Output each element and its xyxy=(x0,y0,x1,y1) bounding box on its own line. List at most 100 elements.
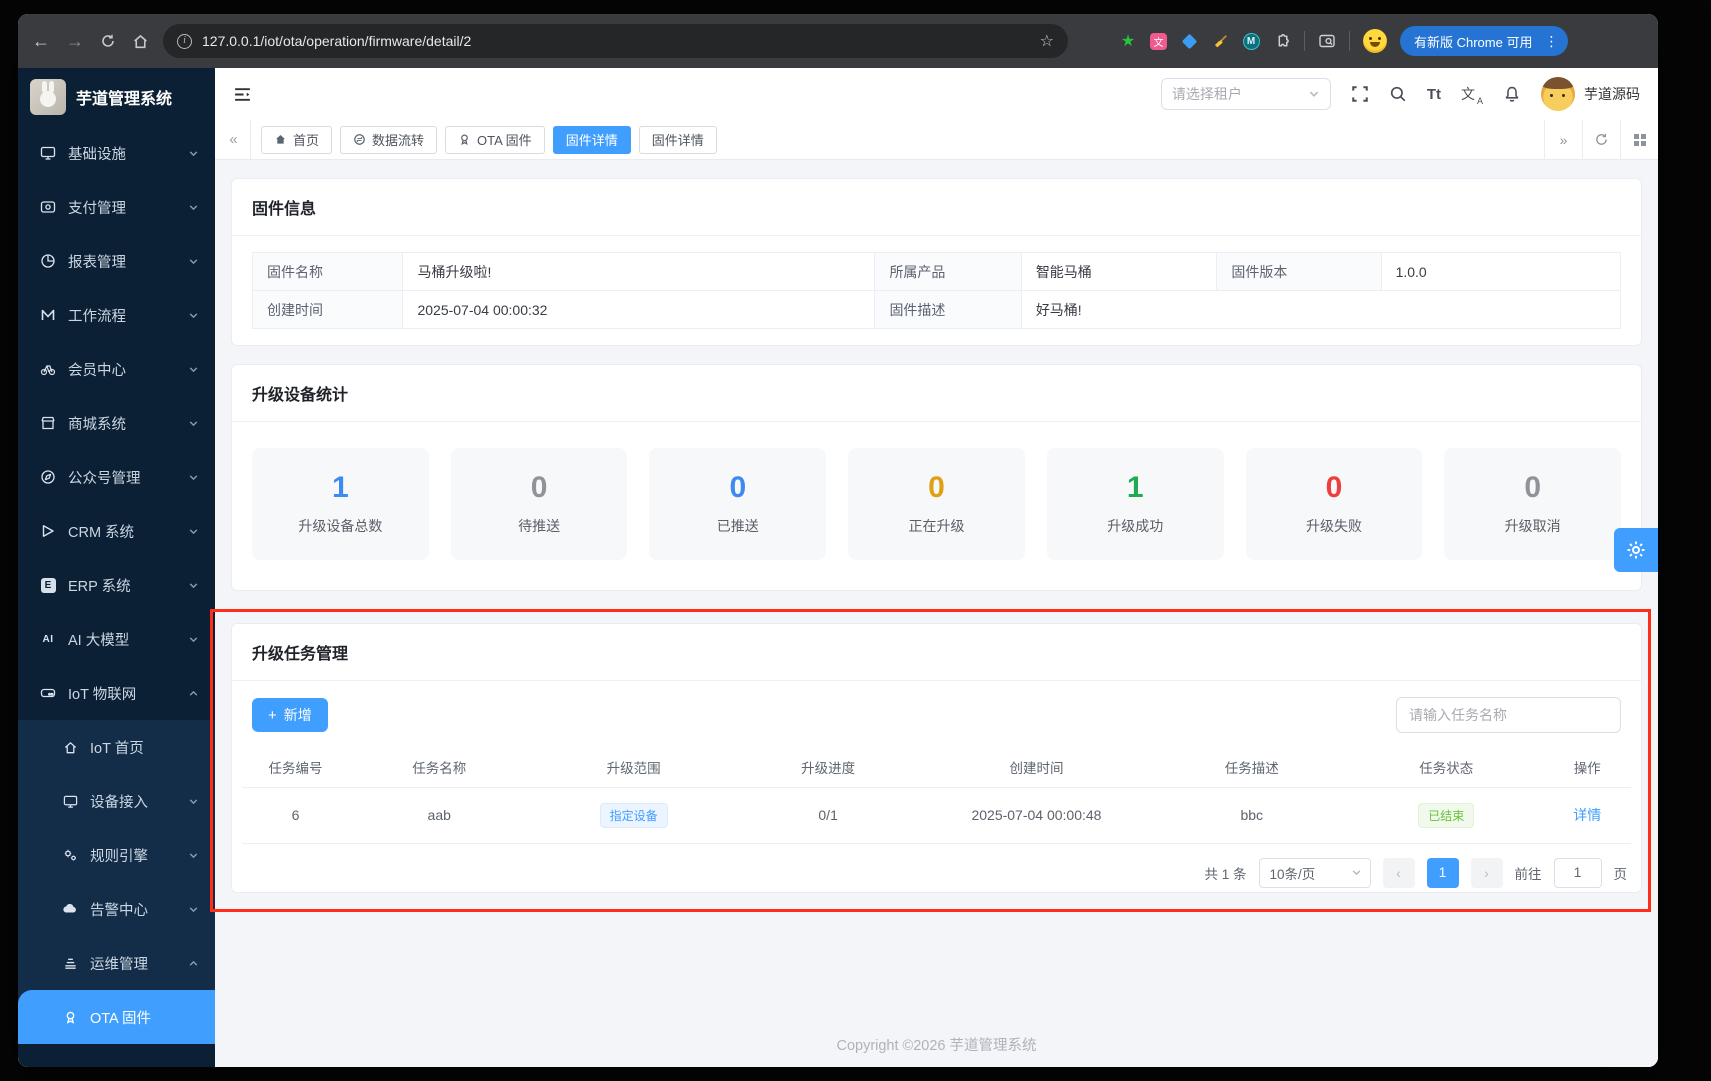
current-page-button[interactable]: 1 xyxy=(1426,857,1459,888)
task-progress: 0/1 xyxy=(737,787,919,844)
detail-link[interactable]: 详情 xyxy=(1573,807,1602,823)
sidebar-item-ai[interactable]: AI AI 大模型 xyxy=(18,612,215,666)
browser-profile-avatar[interactable] xyxy=(1363,29,1387,53)
app-title: 芋道管理系统 xyxy=(76,91,173,108)
sidebar-item-rule-engine[interactable]: 规则引擎 xyxy=(18,828,215,882)
erp-letter-icon: E xyxy=(38,577,58,593)
extension-translate-icon[interactable]: 文 xyxy=(1150,32,1167,50)
firmware-info-title: 固件信息 xyxy=(232,179,1641,236)
chevron-down-icon xyxy=(188,148,199,159)
sidebar-item-iot[interactable]: IoT 物联网 xyxy=(18,666,215,720)
chevron-down-icon xyxy=(188,256,199,267)
extension-broom-icon[interactable] xyxy=(1211,32,1229,50)
settings-gear-button[interactable] xyxy=(1614,528,1658,572)
add-task-button[interactable]: + 新增 xyxy=(252,698,328,732)
task-id: 6 xyxy=(242,787,349,844)
goto-page-input[interactable] xyxy=(1553,857,1602,888)
sidebar-item-official-account[interactable]: 公众号管理 xyxy=(18,450,215,504)
next-page-button[interactable]: › xyxy=(1470,857,1503,888)
sidebar-item-member[interactable]: 会员中心 xyxy=(18,342,215,396)
extension-grid-icon[interactable] xyxy=(1088,32,1106,50)
chrome-update-button[interactable]: 有新版 Chrome 可用 ⋮ xyxy=(1400,26,1569,56)
firmware-created-label: 创建时间 xyxy=(251,290,404,329)
table-row: 6 aab 指定设备 0/1 2025-07-04 00:00:48 bbc 已… xyxy=(242,787,1631,844)
sidebar-item-ops-management[interactable]: 运维管理 xyxy=(18,936,215,990)
sidebar-item-erp[interactable]: E ERP 系统 xyxy=(18,558,215,612)
browser-reload-icon[interactable] xyxy=(100,33,116,49)
sidebar-item-infrastructure[interactable]: 基础设施 xyxy=(18,126,215,180)
tab-firmware-detail[interactable]: 固件详情 xyxy=(638,125,717,154)
stat-upgrading: 0 正在升级 xyxy=(848,448,1025,560)
page-content: 固件信息 固件名称 马桶升级啦! 所属产品 智能马桶 固件版本 1.0.0 xyxy=(210,160,1658,1067)
chevron-down-icon xyxy=(188,904,199,915)
tabs-scroll-left-icon[interactable]: « xyxy=(217,120,251,159)
tab-search-icon[interactable] xyxy=(1318,32,1336,50)
sidebar-item-workflow[interactable]: 工作流程 xyxy=(18,288,215,342)
notification-bell-icon[interactable] xyxy=(1503,85,1521,103)
tab-firmware-detail-active[interactable]: 固件详情 xyxy=(552,125,631,154)
browser-back-icon[interactable]: ← xyxy=(32,30,50,51)
firmware-product-label: 所属产品 xyxy=(874,252,1022,291)
user-menu[interactable]: 芋道源码 xyxy=(1541,77,1640,111)
extensions-row: ★ 文 M 有新版 Chrome 可用 ⋮ xyxy=(1088,26,1569,56)
copyright-footer: Copyright ©2026 芋道管理系统 xyxy=(836,1038,1037,1054)
fullscreen-icon[interactable] xyxy=(1351,85,1369,103)
chevron-down-icon xyxy=(188,418,199,429)
bookmark-star-icon[interactable]: ☆ xyxy=(1039,33,1054,50)
chevron-up-icon xyxy=(188,688,199,699)
extension-star-icon[interactable]: ★ xyxy=(1120,33,1136,50)
upgrade-tasks-title: 升级任务管理 xyxy=(232,624,1641,681)
upgrade-tasks-card: 升级任务管理 + 新增 xyxy=(231,623,1642,893)
prev-page-button[interactable]: ‹ xyxy=(1382,857,1415,888)
layout-grid-icon[interactable] xyxy=(1620,120,1658,159)
address-bar[interactable]: i 127.0.0.1/iot/ota/operation/firmware/d… xyxy=(163,24,1068,58)
sidebar-item-ota-firmware[interactable]: OTA 固件 xyxy=(18,990,215,1044)
page-size-select[interactable]: 10条/页 xyxy=(1258,857,1371,888)
refresh-page-icon[interactable] xyxy=(1582,120,1620,159)
browser-home-icon[interactable] xyxy=(132,33,149,50)
sidebar-collapse-icon[interactable] xyxy=(233,85,252,104)
pagination-total: 共 1 条 xyxy=(1204,866,1247,882)
tenant-select[interactable]: 请选择租户 xyxy=(1160,78,1331,110)
layers-list-icon xyxy=(60,956,80,971)
font-size-icon[interactable]: Tt xyxy=(1426,85,1441,103)
sidebar-item-iot-home[interactable]: IoT 首页 xyxy=(18,720,215,774)
stat-total-devices: 1 升级设备总数 xyxy=(252,448,429,560)
stat-pushed: 0 已推送 xyxy=(649,448,827,560)
tabs-scroll-right-icon[interactable]: » xyxy=(1544,120,1582,159)
browser-toolbar: ← → i 127.0.0.1/iot/ota/operation/firmwa… xyxy=(18,14,1658,68)
task-desc: bbc xyxy=(1154,787,1349,844)
plus-icon: + xyxy=(268,706,277,724)
sidebar-item-payment[interactable]: 支付管理 xyxy=(18,180,215,234)
site-info-icon[interactable]: i xyxy=(177,33,192,49)
status-badge: 已结束 xyxy=(1418,802,1475,828)
extensions-puzzle-icon[interactable] xyxy=(1273,32,1291,50)
extension-gem-icon[interactable] xyxy=(1180,32,1198,50)
task-name: aab xyxy=(348,787,530,844)
task-name-search-input[interactable] xyxy=(1396,697,1621,733)
firmware-descriptions-table: 固件名称 马桶升级啦! 所属产品 智能马桶 固件版本 1.0.0 创建时间 20… xyxy=(251,252,1622,329)
sidebar-item-alert-center[interactable]: 告警中心 xyxy=(18,882,215,936)
sidebar-item-mall[interactable]: 商城系统 xyxy=(18,396,215,450)
sidebar-item-device-access[interactable]: 设备接入 xyxy=(18,774,215,828)
chevron-down-icon xyxy=(188,364,199,375)
cloud-icon xyxy=(60,901,80,917)
firmware-product-value: 智能马桶 xyxy=(1020,252,1218,291)
upgrade-stats-card: 升级设备统计 1 升级设备总数 0 待推送 0 已推送 xyxy=(231,364,1642,591)
tab-ota-firmware[interactable]: OTA 固件 xyxy=(445,125,545,154)
search-icon[interactable] xyxy=(1389,85,1407,103)
app-logo[interactable]: 芋道管理系统 xyxy=(18,68,215,126)
browser-menu-icon[interactable]: ⋮ xyxy=(1544,32,1559,49)
iot-server-icon xyxy=(38,685,58,701)
firmware-created-value: 2025-07-04 00:00:32 xyxy=(402,290,876,329)
sidebar-item-report[interactable]: 报表管理 xyxy=(18,234,215,288)
tab-home[interactable]: 首页 xyxy=(261,125,333,154)
sidebar-item-crm[interactable]: CRM 系统 xyxy=(18,504,215,558)
user-avatar xyxy=(1541,77,1575,111)
tab-data-flow[interactable]: 数据流转 xyxy=(340,125,438,154)
goto-label: 前往 xyxy=(1514,866,1542,882)
extension-m-icon[interactable]: M xyxy=(1242,32,1260,50)
firmware-name-label: 固件名称 xyxy=(251,252,404,291)
browser-forward-icon[interactable]: → xyxy=(66,30,84,51)
